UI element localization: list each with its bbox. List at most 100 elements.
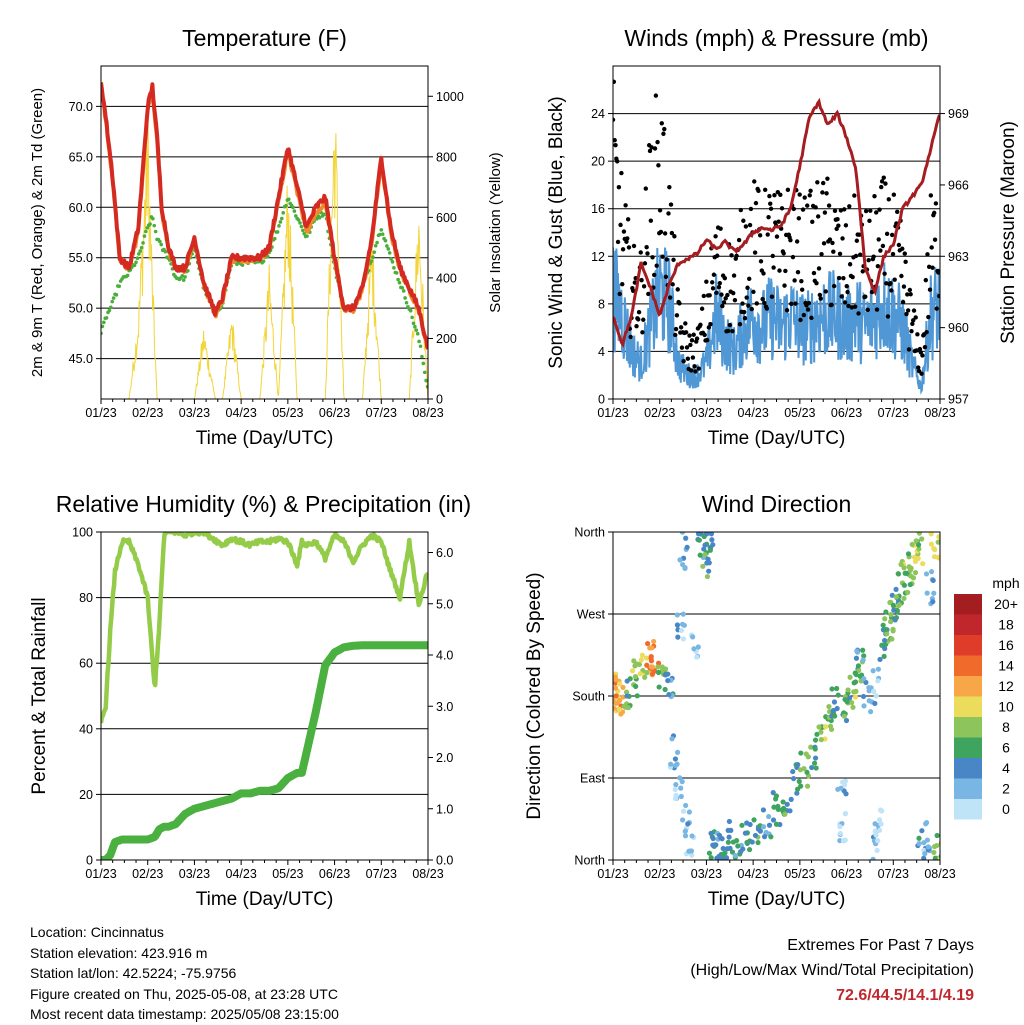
gust-point <box>716 284 722 290</box>
direction-point <box>680 808 687 814</box>
gust-point <box>806 300 812 306</box>
dewpoint-point <box>424 378 428 383</box>
direction-point <box>694 654 700 660</box>
direction-point <box>644 670 650 676</box>
x-tick-label: 08/23 <box>412 867 443 881</box>
dewpoint-point <box>408 308 413 313</box>
dewpoint-point <box>135 256 140 261</box>
x-tick-label: 03/23 <box>179 406 210 420</box>
legend-swatch <box>954 635 982 656</box>
direction-point <box>889 636 895 642</box>
direction-point <box>632 663 638 669</box>
direction-point <box>710 542 716 548</box>
y2-tick-label: 1.0 <box>436 802 453 816</box>
dewpoint-point <box>125 273 130 278</box>
dewpoint-point <box>272 236 277 241</box>
plot-area <box>101 532 428 860</box>
gust-point <box>741 309 747 315</box>
dewpoint-point <box>390 260 395 264</box>
y-tick-label: 12 <box>591 250 605 264</box>
direction-point <box>814 731 820 737</box>
direction-point <box>842 810 849 817</box>
direction-point <box>689 852 695 858</box>
direction-point <box>901 565 907 571</box>
dewpoint-point <box>400 285 405 290</box>
direction-point <box>682 833 689 839</box>
y-axis-label: Direction (Colored By Speed) <box>524 572 545 819</box>
direction-point <box>834 685 840 692</box>
y2-tick-label: 2.0 <box>436 751 453 765</box>
direction-point <box>697 552 703 558</box>
gust-point <box>711 272 717 277</box>
gust-point <box>781 251 786 256</box>
gust-point <box>699 306 705 311</box>
gust-point <box>638 250 643 255</box>
gust-point <box>830 240 835 246</box>
gust-point <box>793 301 798 306</box>
gust-point <box>737 322 743 327</box>
gust-point <box>899 273 904 279</box>
x-tick-label: 08/23 <box>412 406 443 420</box>
dewpoint-point <box>163 249 168 254</box>
gust-point <box>776 219 781 224</box>
x-tick-label: 02/23 <box>132 867 163 881</box>
gust-point <box>807 193 812 198</box>
gust-point <box>839 294 844 299</box>
gust-point <box>702 332 707 338</box>
direction-point <box>773 793 780 799</box>
gust-point <box>613 117 616 122</box>
gust-point <box>836 275 842 281</box>
gust-point <box>734 253 739 259</box>
dewpoint-point <box>410 315 414 320</box>
gust-point <box>902 251 907 256</box>
y-tick-label: 20 <box>79 788 93 802</box>
gust-point <box>725 328 731 334</box>
direction-point <box>636 661 643 668</box>
plot-area <box>613 532 940 860</box>
legend-label: 8 <box>1002 719 1010 735</box>
plot-area <box>613 79 940 395</box>
direction-point <box>718 835 724 841</box>
direction-point <box>881 637 888 644</box>
plot-area <box>101 82 428 399</box>
gust-point <box>815 180 820 185</box>
gust-point <box>672 234 677 239</box>
gust-point <box>648 218 654 223</box>
dewpoint-point <box>107 308 112 313</box>
direction-point <box>775 806 781 812</box>
direction-point <box>708 855 714 860</box>
y2-tick-label: 1000 <box>436 90 464 104</box>
gust-point <box>619 170 624 176</box>
gust-point <box>652 272 657 278</box>
direction-point <box>790 768 796 775</box>
precip-line <box>101 641 428 860</box>
gust-point <box>821 180 826 186</box>
direction-point <box>708 532 715 537</box>
gust-point <box>841 275 846 281</box>
gust-point <box>779 206 785 211</box>
panel-title: Wind Direction <box>702 491 852 517</box>
gust-point <box>844 283 849 289</box>
gust-point <box>698 322 703 327</box>
y2-tick-label: 800 <box>436 150 457 164</box>
direction-point <box>879 808 885 814</box>
direction-point <box>677 775 683 781</box>
gust-point <box>784 308 790 313</box>
gust-point <box>914 348 919 353</box>
gust-point <box>652 146 658 151</box>
gust-point <box>901 284 907 289</box>
direction-point <box>620 684 626 690</box>
x-tick-label: 08/23 <box>924 867 955 881</box>
gust-point <box>928 193 934 198</box>
gust-point <box>673 332 678 338</box>
gust-point <box>927 287 933 292</box>
gust-point <box>729 253 734 258</box>
direction-point <box>686 848 692 854</box>
direction-point <box>881 653 887 659</box>
direction-point <box>818 729 824 735</box>
dewpoint-point <box>378 232 382 237</box>
direction-point <box>888 619 894 625</box>
direction-point <box>680 636 686 642</box>
gust-point <box>636 317 641 322</box>
x-tick-label: 03/23 <box>691 406 722 420</box>
